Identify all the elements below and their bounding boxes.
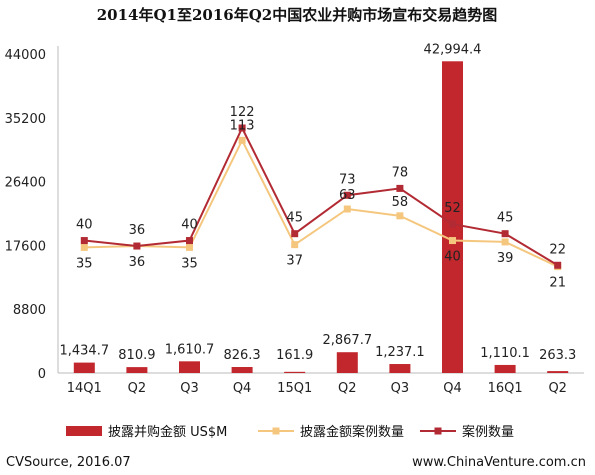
x-tick-label: Q4 <box>233 381 252 396</box>
line-point <box>80 243 88 251</box>
line-point <box>238 124 246 132</box>
disclosed-count-label: 36 <box>129 255 146 270</box>
disclosed-count-label: 35 <box>76 256 93 271</box>
deal-count-label: 45 <box>286 211 303 226</box>
bar <box>284 371 306 373</box>
bar <box>126 367 148 373</box>
website-note: www.ChinaVenture.com.cn <box>412 455 586 470</box>
bar-value-label: 810.9 <box>118 348 155 363</box>
deal-count-label: 78 <box>392 165 409 180</box>
source-note: CVSource, 2016.07 <box>6 455 131 470</box>
y-tick-label: 35200 <box>5 112 46 127</box>
x-axis: 14Q1 Q2 Q3 Q4 15Q1 Q2 Q3 Q4 16Q1 Q2 <box>67 381 567 396</box>
line-point <box>238 136 246 144</box>
line-point <box>186 237 193 245</box>
deal-count-line <box>84 125 559 267</box>
x-tick-label: Q3 <box>180 381 199 396</box>
y-tick-label: 0 <box>38 367 46 382</box>
disclosed-count-label: 37 <box>286 254 303 269</box>
legend: 披露并购金额 US$M 披露金额案例数量 案例数量 <box>66 424 514 440</box>
line-point <box>501 238 509 246</box>
bar <box>494 364 516 373</box>
x-tick-label: Q3 <box>391 381 410 396</box>
disclosed-count-label: 58 <box>392 195 409 210</box>
bar <box>179 361 200 373</box>
x-tick-label: Q2 <box>128 381 147 396</box>
bar-value-label: 2,867.7 <box>322 333 372 348</box>
deal-count-label: 52 <box>444 201 461 216</box>
bar-value-label: 263.3 <box>539 348 576 363</box>
bar-value-label: 1,237.1 <box>375 345 425 360</box>
line-point <box>133 242 141 250</box>
legend-marker <box>272 427 280 435</box>
bar <box>231 367 253 373</box>
x-tick-label: Q2 <box>548 381 567 396</box>
legend-marker <box>434 427 442 435</box>
deal-count-label: 122 <box>230 105 255 120</box>
deal-count-label: 40 <box>181 218 198 233</box>
line-point <box>554 261 562 269</box>
line-series <box>80 124 562 271</box>
legend-label: 案例数量 <box>462 425 514 440</box>
disclosed-count-label: 21 <box>549 276 566 291</box>
line-point <box>449 237 456 245</box>
bar-series <box>73 61 569 374</box>
chart-title: 2014年Q1至2016年Q2中国农业并购市场宣布交易趋势图 <box>97 6 498 24</box>
x-tick-label: 16Q1 <box>488 381 523 396</box>
bar-value-label: 1,110.1 <box>480 346 530 361</box>
legend-label: 披露并购金额 US$M <box>108 424 227 440</box>
line-point <box>396 184 404 192</box>
y-tick-label: 26400 <box>5 176 46 191</box>
bar <box>442 61 463 374</box>
y-tick-label: 44000 <box>5 48 46 63</box>
line-point <box>186 243 193 251</box>
bar <box>389 364 411 373</box>
disclosed-count-label: 39 <box>497 251 514 266</box>
x-tick-label: 14Q1 <box>67 381 102 396</box>
chart-frame <box>57 46 584 374</box>
deal-count-label: 73 <box>339 172 356 187</box>
deal-count-label: 45 <box>497 211 514 226</box>
y-tick-label: 17600 <box>5 239 46 254</box>
disclosed-count-label: 40 <box>444 250 461 265</box>
line-point <box>80 237 88 245</box>
disclosed-count-line <box>84 138 559 268</box>
bar <box>547 371 569 373</box>
x-tick-label: 15Q1 <box>277 381 312 396</box>
disclosed-count-label: 113 <box>230 118 255 133</box>
line-point <box>343 205 351 213</box>
bar-value-label: 42,994.4 <box>424 42 482 57</box>
legend-swatch <box>66 426 102 436</box>
bar-value-label: 1,610.7 <box>165 342 215 357</box>
data-labels: 40 36 40 122 45 73 78 52 45 22 35 36 35 113 37 63 58 40 39… <box>59 42 576 363</box>
deal-count-label: 40 <box>76 218 93 233</box>
line-point <box>449 220 456 228</box>
y-axis: 44000 35200 26400 17600 8800 0 <box>5 48 46 382</box>
line-point <box>396 212 404 220</box>
line-point <box>343 191 351 199</box>
x-tick-label: Q4 <box>443 381 462 396</box>
bar-value-label: 826.3 <box>223 348 260 363</box>
bar <box>73 362 95 373</box>
bar-value-label: 1,434.7 <box>59 344 109 359</box>
y-tick-label: 8800 <box>13 303 46 318</box>
deal-count-label: 22 <box>549 242 566 257</box>
legend-label: 披露金额案例数量 <box>300 424 404 440</box>
line-point <box>291 241 299 249</box>
line-point <box>291 230 299 238</box>
deal-count-label: 36 <box>129 223 146 238</box>
line-point <box>501 230 509 238</box>
bar-value-label: 161.9 <box>276 348 313 363</box>
disclosed-count-label: 63 <box>339 188 356 203</box>
bar <box>336 352 358 373</box>
x-tick-label: Q2 <box>338 381 357 396</box>
disclosed-count-label: 35 <box>181 256 198 271</box>
